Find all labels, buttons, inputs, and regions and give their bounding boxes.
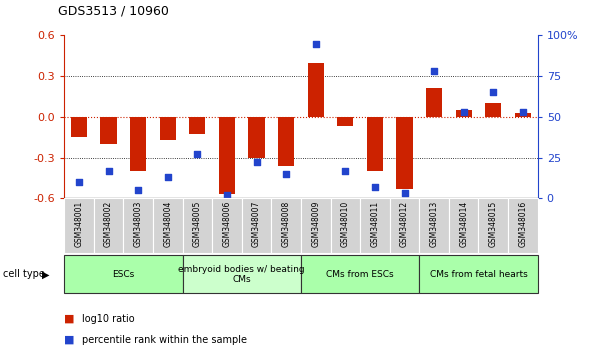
Bar	[100, 117, 117, 144]
Text: GSM348011: GSM348011	[370, 201, 379, 247]
Bar	[242, 198, 271, 253]
Bar	[271, 198, 301, 253]
Point	[133, 187, 143, 193]
Text: GSM348001: GSM348001	[75, 201, 84, 247]
Text: percentile rank within the sample: percentile rank within the sample	[82, 335, 247, 345]
Bar	[397, 117, 412, 189]
Text: GSM348010: GSM348010	[341, 201, 350, 247]
Bar	[301, 255, 419, 293]
Bar	[449, 198, 478, 253]
Text: GSM348009: GSM348009	[311, 201, 320, 247]
Text: GSM348014: GSM348014	[459, 201, 468, 247]
Bar	[189, 117, 205, 135]
Bar	[249, 117, 265, 158]
Bar	[278, 117, 295, 166]
Point	[488, 90, 498, 95]
Bar	[456, 110, 472, 117]
Bar	[419, 255, 538, 293]
Text: CMs from fetal hearts: CMs from fetal hearts	[430, 270, 527, 279]
Point	[370, 184, 380, 190]
Text: GSM348016: GSM348016	[518, 201, 527, 247]
Text: GSM348013: GSM348013	[430, 201, 439, 247]
Bar	[301, 198, 331, 253]
Text: GSM348006: GSM348006	[222, 201, 232, 247]
Bar	[153, 198, 183, 253]
Point	[400, 190, 409, 196]
Bar	[64, 198, 93, 253]
Bar	[508, 198, 538, 253]
Text: log10 ratio: log10 ratio	[82, 314, 135, 324]
Point	[311, 41, 321, 46]
Point	[459, 109, 469, 115]
Text: GSM348002: GSM348002	[104, 201, 113, 247]
Bar	[71, 117, 87, 137]
Bar	[426, 88, 442, 117]
Text: GSM348007: GSM348007	[252, 201, 261, 247]
Bar	[337, 117, 353, 126]
Point	[163, 174, 173, 180]
Point	[192, 152, 202, 157]
Bar	[390, 198, 419, 253]
Bar	[212, 198, 242, 253]
Point	[252, 160, 262, 165]
Point	[281, 171, 291, 177]
Point	[222, 192, 232, 198]
Text: GSM348005: GSM348005	[193, 201, 202, 247]
Text: GSM348012: GSM348012	[400, 201, 409, 247]
Bar	[514, 113, 531, 117]
Bar	[367, 117, 383, 171]
Text: GSM348003: GSM348003	[134, 201, 142, 247]
Bar	[307, 63, 324, 117]
Bar	[478, 198, 508, 253]
Text: GDS3513 / 10960: GDS3513 / 10960	[58, 5, 169, 18]
Text: ■: ■	[64, 335, 75, 345]
Point	[104, 168, 114, 173]
Text: GSM348015: GSM348015	[489, 201, 498, 247]
Point	[340, 168, 350, 173]
Text: cell type: cell type	[3, 269, 45, 279]
Text: embryoid bodies w/ beating
CMs: embryoid bodies w/ beating CMs	[178, 265, 305, 284]
Text: GSM348004: GSM348004	[163, 201, 172, 247]
Bar	[159, 117, 176, 140]
Text: ▶: ▶	[42, 269, 49, 279]
Bar	[183, 198, 212, 253]
Bar	[360, 198, 390, 253]
Text: GSM348008: GSM348008	[282, 201, 291, 247]
Point	[429, 68, 439, 74]
Bar	[485, 103, 502, 117]
Bar	[419, 198, 449, 253]
Bar	[130, 117, 146, 171]
Point	[74, 179, 84, 185]
Text: CMs from ESCs: CMs from ESCs	[326, 270, 394, 279]
Bar	[93, 198, 123, 253]
Point	[518, 109, 528, 115]
Bar	[219, 117, 235, 194]
Bar	[331, 198, 360, 253]
Text: ESCs: ESCs	[112, 270, 134, 279]
Bar	[123, 198, 153, 253]
Bar	[64, 255, 183, 293]
Text: ■: ■	[64, 314, 75, 324]
Bar	[183, 255, 301, 293]
